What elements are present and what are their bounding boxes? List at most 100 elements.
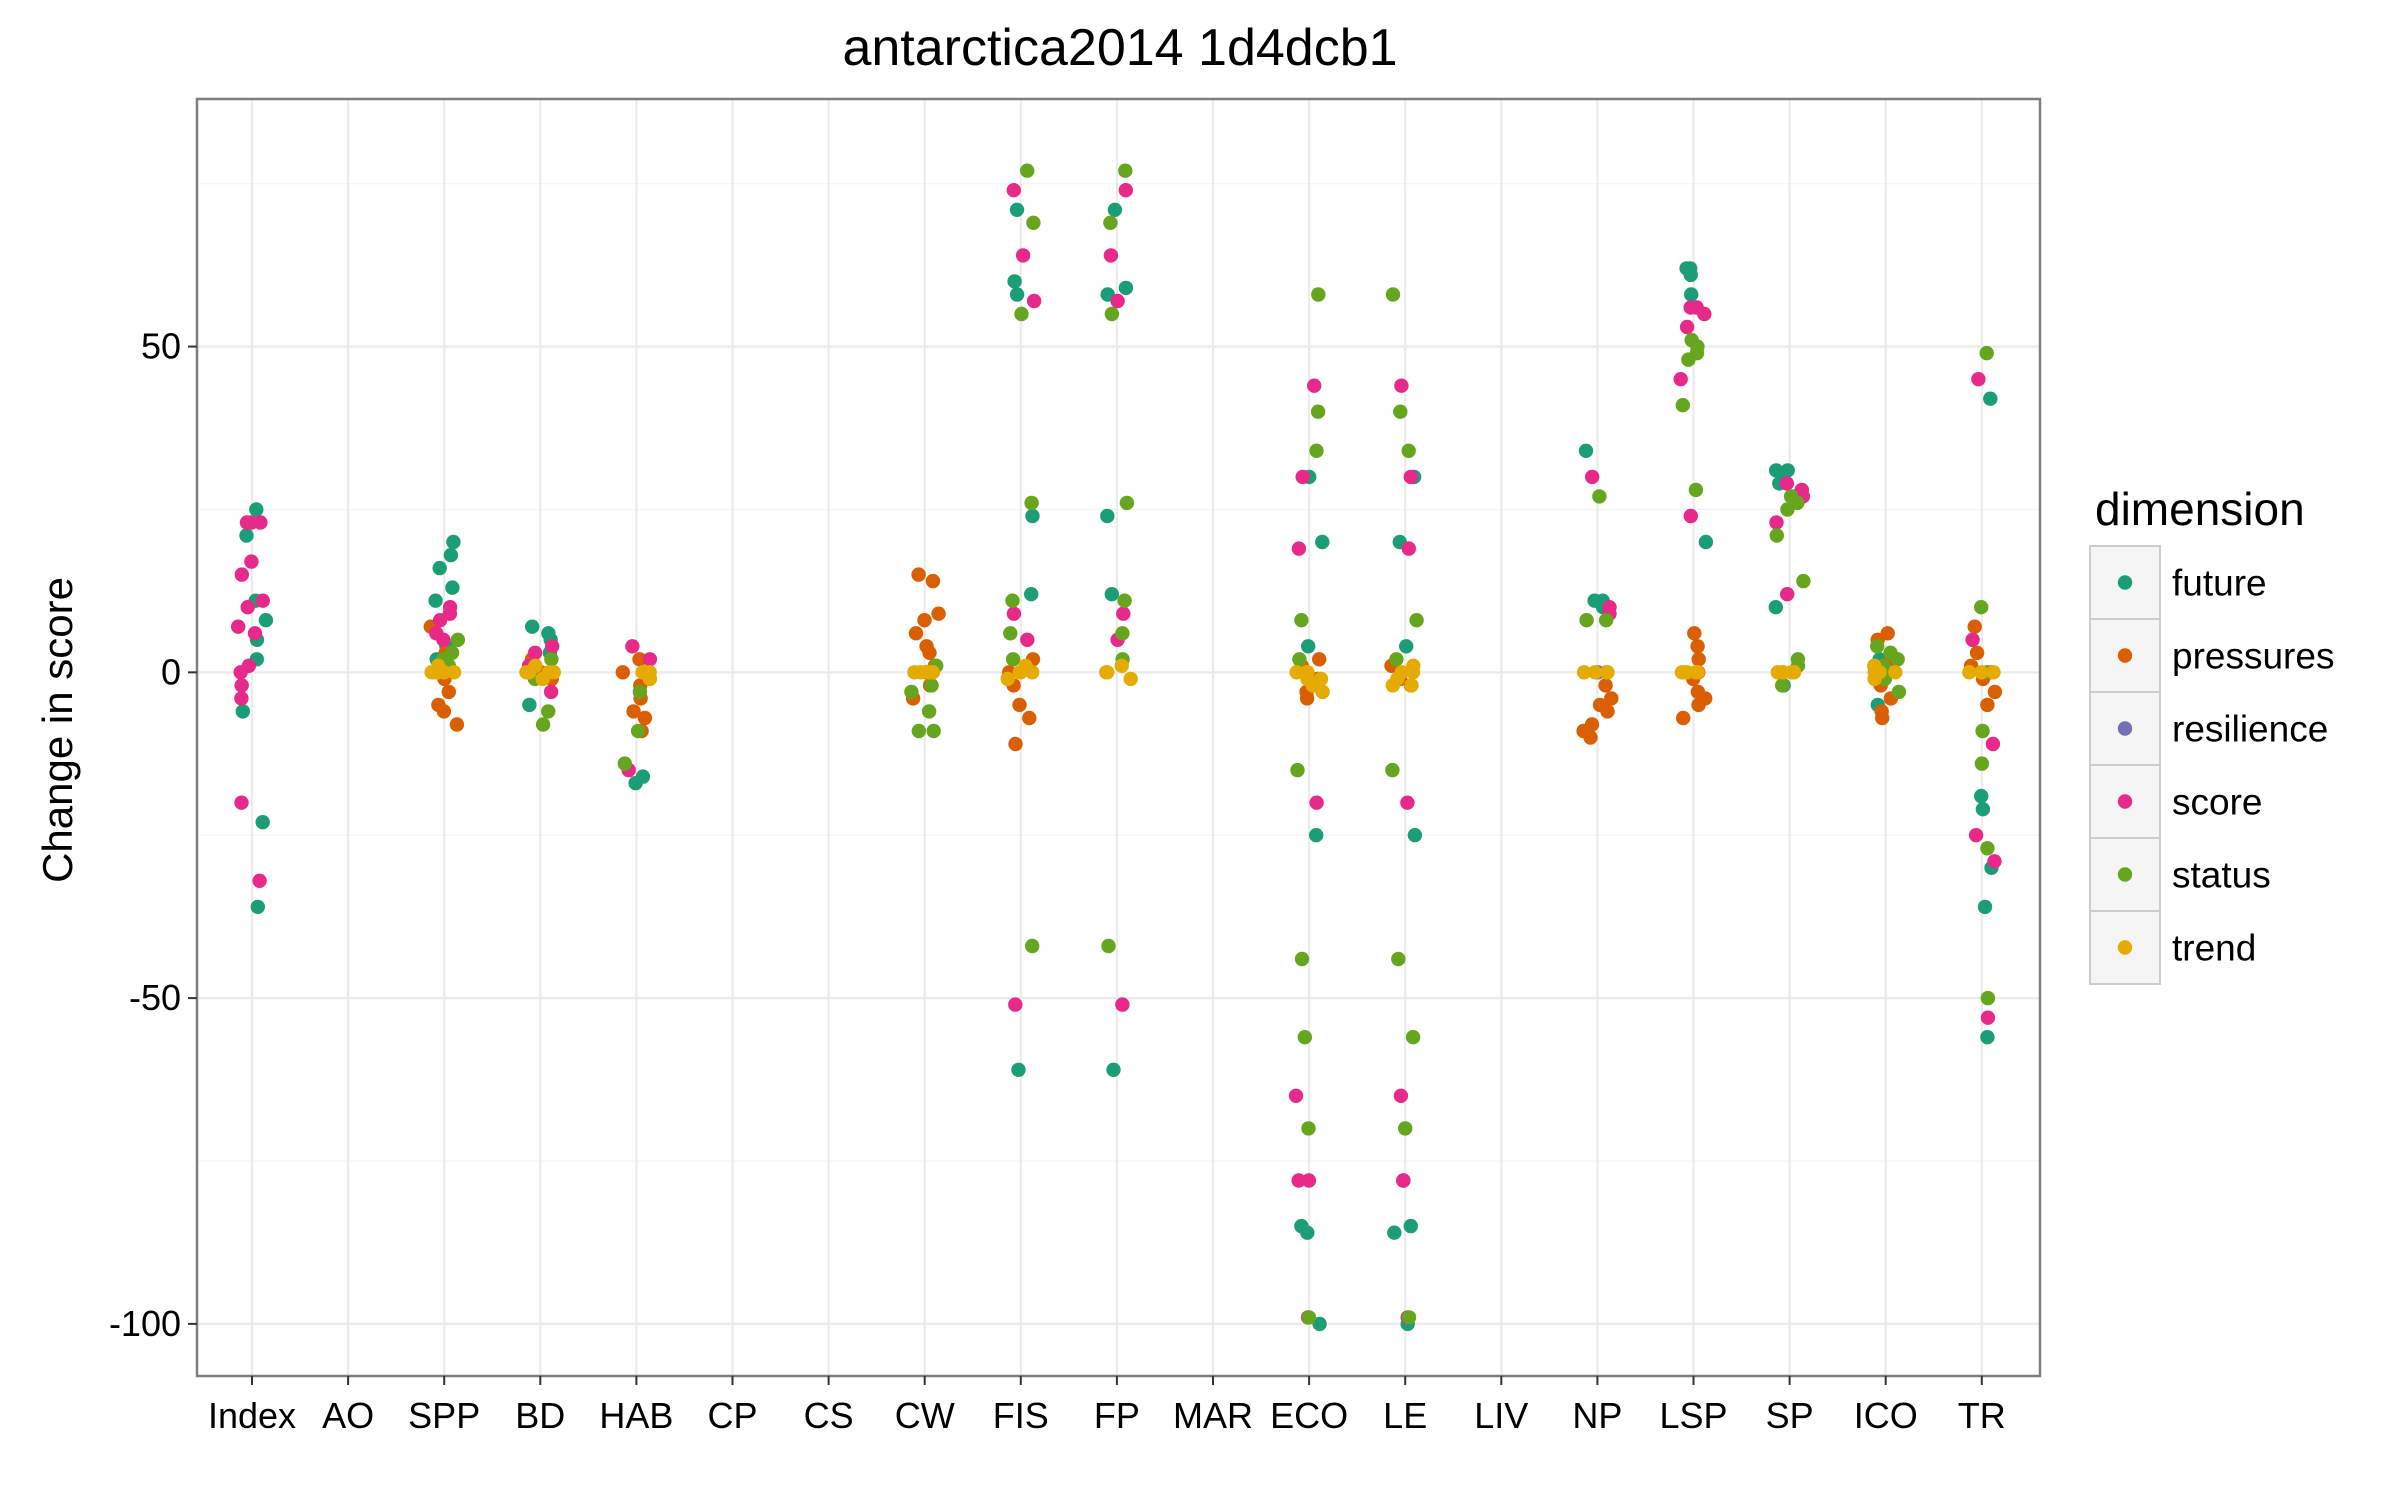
- data-point-pressures: [1008, 736, 1023, 752]
- data-point-trend: [1385, 678, 1401, 693]
- data-point-trend: [1688, 665, 1704, 680]
- data-point-pressures: [922, 645, 937, 660]
- data-point-score: [234, 678, 249, 693]
- data-point-score: [1026, 293, 1042, 309]
- data-point-status: [1019, 163, 1035, 178]
- x-axis: Index AO SPP BD HAB CP CS CW FIS FP MAR ECO LE LIV NP L…: [208, 1376, 2006, 1436]
- data-point-score: [1400, 795, 1415, 810]
- x-tick-label-sp: SP: [1766, 1395, 1814, 1436]
- data-point-trend: [1674, 665, 1690, 680]
- data-point-score: [1965, 632, 1980, 647]
- x-tick-label-fp: FP: [1094, 1395, 1140, 1436]
- data-point-score: [1971, 372, 1986, 387]
- data-point-future: [1399, 639, 1414, 654]
- data-point-score: [234, 691, 249, 706]
- data-point-pressures: [931, 606, 946, 621]
- y-axis: 50 0 -50 -100: [109, 326, 197, 1344]
- data-point-score: [1291, 1173, 1306, 1188]
- data-point-future: [525, 619, 540, 634]
- data-point-pressures: [1583, 730, 1598, 745]
- legend-label-score: score: [2172, 782, 2262, 823]
- data-point-future: [235, 704, 250, 719]
- data-point-score: [1301, 1173, 1317, 1188]
- data-point-status: [1103, 215, 1118, 230]
- data-point-score: [1309, 795, 1324, 810]
- data-point-status: [1769, 528, 1785, 543]
- data-point-score: [255, 593, 270, 608]
- data-point-pressures: [917, 613, 932, 628]
- data-point-status: [1297, 1030, 1313, 1045]
- data-point-future: [1768, 600, 1784, 615]
- data-point-pressures: [615, 665, 630, 680]
- data-point-future: [428, 593, 443, 608]
- data-point-pressures: [1969, 645, 1985, 660]
- data-point-score: [244, 515, 259, 530]
- data-point-status: [904, 684, 919, 700]
- data-point-score: [1008, 997, 1023, 1012]
- data-point-future: [249, 502, 264, 517]
- data-point-score: [1683, 508, 1699, 524]
- x-tick-label-lsp: LSP: [1659, 1395, 1727, 1436]
- data-point-status: [1405, 1030, 1421, 1045]
- data-point-status: [1311, 287, 1326, 302]
- data-point-score: [1780, 587, 1795, 602]
- data-point-trend: [1315, 684, 1330, 700]
- data-point-trend: [1000, 671, 1015, 687]
- data-point-status: [921, 704, 937, 719]
- data-point-score: [1394, 378, 1409, 393]
- data-point-status: [1026, 215, 1041, 230]
- x-tick-label-ao: AO: [322, 1395, 374, 1436]
- data-point-status: [1401, 443, 1416, 458]
- x-tick-label-cp: CP: [707, 1395, 757, 1436]
- legend-label-future: future: [2172, 563, 2267, 604]
- data-point-future: [1683, 267, 1698, 283]
- data-point-pressures: [1690, 639, 1705, 654]
- x-tick-label-hab: HAB: [599, 1395, 673, 1436]
- data-point-pressures: [1600, 704, 1615, 719]
- data-point-trend: [925, 665, 941, 680]
- data-point-status: [632, 684, 648, 700]
- data-point-future: [1107, 202, 1123, 217]
- x-tick-label-cs: CS: [804, 1395, 854, 1436]
- data-point-pressures: [449, 717, 465, 732]
- data-point-status: [1294, 613, 1309, 628]
- data-point-pressures: [1691, 697, 1706, 713]
- data-point-trend: [642, 671, 658, 687]
- legend-label-trend: trend: [2172, 928, 2256, 969]
- data-point-status: [924, 678, 939, 693]
- data-point-trend: [1775, 665, 1791, 680]
- data-point-pressures: [1022, 710, 1037, 726]
- y-tick-label: 50: [141, 326, 181, 367]
- data-point-status: [1592, 489, 1607, 504]
- x-tick-label-bd: BD: [515, 1395, 565, 1436]
- legend-marker-trend: [2117, 940, 2133, 955]
- data-point-status: [1974, 600, 1989, 615]
- data-point-trend: [1404, 678, 1419, 693]
- x-tick-label-le: LE: [1383, 1395, 1427, 1436]
- data-point-status: [911, 723, 926, 739]
- data-point-score: [1401, 541, 1417, 556]
- data-point-future: [432, 560, 447, 576]
- x-tick-label-liv: LIV: [1474, 1395, 1528, 1436]
- data-point-status: [1118, 163, 1133, 178]
- data-point-trend: [1405, 665, 1421, 680]
- x-tick-label-ico: ICO: [1854, 1395, 1918, 1436]
- data-point-status: [1014, 306, 1029, 322]
- data-point-pressures: [911, 567, 926, 582]
- data-point-score: [642, 652, 658, 667]
- x-tick-label-tr: TR: [1958, 1395, 2006, 1436]
- data-point-score: [1006, 183, 1021, 198]
- legend-marker-resilience: [2117, 721, 2133, 736]
- legend-label-resilience: resilience: [2172, 709, 2328, 750]
- data-point-future: [1698, 534, 1714, 550]
- data-point-pressures: [1980, 697, 1995, 713]
- data-point-status: [1675, 398, 1691, 413]
- x-tick-label-eco: ECO: [1270, 1395, 1348, 1436]
- data-point-pressures: [1676, 710, 1691, 726]
- y-tick-label: 0: [161, 651, 181, 692]
- data-point-pressures: [1687, 626, 1702, 641]
- data-point-status: [1310, 404, 1326, 419]
- data-point-status: [630, 723, 646, 739]
- legend: dimension future pressures resilience score…: [2089, 483, 2334, 985]
